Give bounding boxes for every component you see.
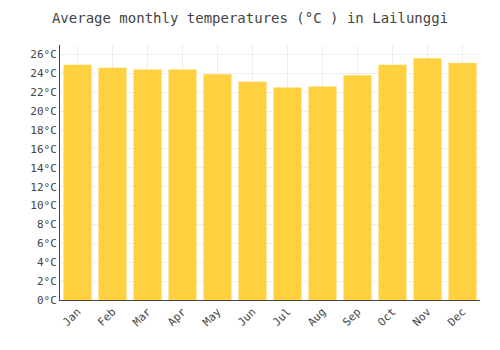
svg-text:Jan: Jan [60,306,83,329]
svg-text:4°C: 4°C [37,256,57,269]
svg-text:Aug: Aug [305,306,328,329]
svg-text:Apr: Apr [165,305,189,329]
svg-text:2°C: 2°C [37,275,57,288]
svg-text:Jun: Jun [235,306,258,329]
svg-text:22°C: 22°C [30,86,57,99]
svg-text:Nov: Nov [410,305,434,329]
svg-text:10°C: 10°C [30,199,57,212]
svg-text:Dec: Dec [445,306,468,329]
svg-text:26°C: 26°C [30,48,57,61]
svg-text:0°C: 0°C [37,294,57,307]
svg-text:May: May [200,305,224,329]
svg-text:Oct: Oct [375,306,398,329]
svg-text:12°C: 12°C [30,181,57,194]
svg-text:Feb: Feb [95,306,118,329]
svg-text:Average monthly temperatures (: Average monthly temperatures (°C ) in La… [52,10,448,26]
svg-text:24°C: 24°C [30,67,57,80]
svg-text:6°C: 6°C [37,237,57,250]
svg-text:18°C: 18°C [30,124,57,137]
svg-text:14°C: 14°C [30,162,57,175]
svg-text:20°C: 20°C [30,105,57,118]
svg-text:Sep: Sep [340,306,363,329]
svg-text:8°C: 8°C [37,218,57,231]
svg-text:Jul: Jul [270,306,293,329]
svg-text:16°C: 16°C [30,143,57,156]
svg-text:Mar: Mar [130,305,154,329]
